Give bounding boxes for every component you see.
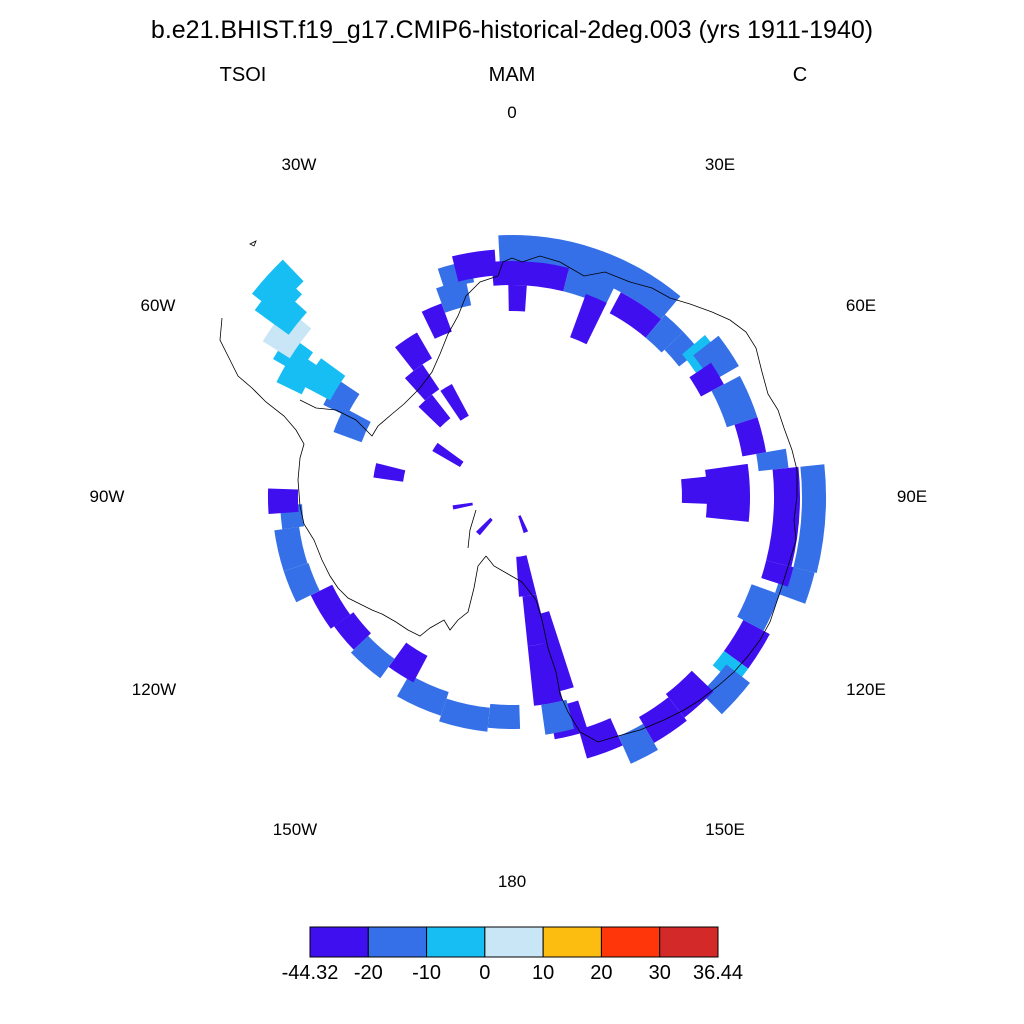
- map-cell: [563, 266, 617, 307]
- map-cell: [452, 249, 497, 282]
- map-cell: [724, 620, 770, 669]
- map-cell: [421, 303, 452, 339]
- map-cell: [397, 674, 449, 716]
- map-cell: [418, 394, 451, 428]
- map-cell: [267, 488, 299, 514]
- map-cell: [609, 292, 662, 338]
- lon-label-120e: 120E: [846, 680, 886, 699]
- colorbar-tick-label: 30: [648, 962, 671, 984]
- colorbar-tick-label: 36.44: [692, 962, 744, 984]
- map-cell: [618, 723, 658, 764]
- map-cell: [452, 502, 473, 510]
- map-cell: [766, 466, 800, 567]
- map-title: b.e21.BHIST.f19_g17.CMIP6-historical-2de…: [150, 16, 874, 44]
- units-label: C: [792, 64, 808, 86]
- colorbar-swatch: [600, 926, 661, 958]
- map-cell: [439, 698, 490, 732]
- map-cell: [516, 555, 537, 597]
- map-cell: [373, 463, 406, 482]
- map-cell: [274, 526, 308, 572]
- map-cell: [333, 407, 371, 443]
- map-cell: [541, 699, 575, 735]
- colorbar-swatch: [309, 926, 369, 958]
- map-cell: [283, 563, 320, 603]
- lon-label-60w: 60W: [140, 296, 176, 315]
- colorbar-swatch: [659, 926, 719, 958]
- data-cells: [252, 235, 827, 764]
- map-cell: [700, 664, 750, 715]
- map-cell: [440, 384, 469, 421]
- map-cell: [705, 463, 751, 522]
- lon-label-90w: 90W: [89, 487, 125, 506]
- variable-label: TSOI: [219, 64, 267, 86]
- map-cell: [350, 635, 395, 679]
- map-cell: [793, 464, 827, 573]
- lon-label-90e: 90E: [896, 487, 928, 506]
- map-cell: [578, 718, 623, 759]
- map-cell: [711, 375, 758, 428]
- lon-label-180: 180: [497, 872, 527, 891]
- map-cell: [737, 584, 780, 631]
- colorbar-tick-label: 10: [532, 962, 555, 984]
- lon-label-30e: 30E: [704, 155, 736, 174]
- map-cell: [518, 515, 529, 534]
- colorbar-swatch: [426, 926, 486, 958]
- lon-label-30w: 30W: [281, 155, 317, 174]
- map-cell: [665, 670, 714, 718]
- map-cell: [645, 314, 684, 353]
- colorbar-swatch: [542, 926, 602, 958]
- map-cell: [734, 417, 767, 457]
- map-cell: [681, 476, 713, 504]
- colorbar-swatch: [484, 926, 544, 958]
- colorbar-tick-label: -10: [412, 962, 442, 984]
- map-cell: [508, 284, 527, 312]
- map-cell: [252, 259, 304, 313]
- map-cell: [570, 294, 607, 345]
- map-cell: [310, 584, 351, 629]
- map-cell: [689, 362, 724, 397]
- map-cell: [491, 260, 570, 292]
- map-cell: [487, 703, 521, 730]
- lon-label-60e: 60E: [845, 296, 877, 315]
- map-cell: [536, 611, 574, 693]
- map-cell: [761, 560, 794, 587]
- lon-label-150e: 150E: [705, 820, 745, 839]
- map-cell: [404, 364, 440, 401]
- colorbar-swatch: [367, 926, 428, 958]
- map-cell: [334, 612, 371, 650]
- map-cell: [432, 442, 464, 467]
- season-label: MAM: [488, 64, 536, 86]
- colorbar: [309, 926, 719, 958]
- map-cell: [664, 331, 700, 367]
- coastline: [219, 240, 798, 743]
- map-cell: [476, 517, 493, 536]
- lon-label-150w: 150W: [272, 820, 318, 839]
- map-cell: [395, 332, 432, 371]
- colorbar-tick-label: 20: [590, 962, 613, 984]
- map-cell: [756, 448, 789, 472]
- map-cell: [388, 642, 428, 683]
- colorbar-tick-label: -20: [353, 962, 383, 984]
- colorbar-tick-label: 0: [479, 962, 491, 984]
- lon-label-120w: 120W: [131, 680, 177, 699]
- colorbar-tick-label: -44.32: [281, 962, 339, 984]
- lon-label-0: 0: [507, 103, 517, 122]
